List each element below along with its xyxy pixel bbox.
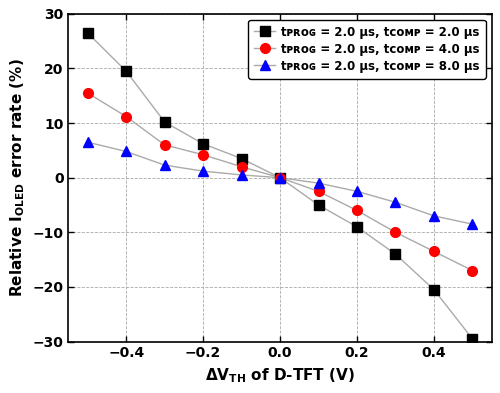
Y-axis label: Relative I$_\mathbf{OLED}$ error rate (%): Relative I$_\mathbf{OLED}$ error rate (%…: [8, 59, 27, 297]
Legend: tᴘʀᴏɢ = 2.0 μs, tᴄᴏᴍᴘ = 2.0 μs, tᴘʀᴏɢ = 2.0 μs, tᴄᴏᴍᴘ = 4.0 μs, tᴘʀᴏɢ = 2.0 μs, : tᴘʀᴏɢ = 2.0 μs, tᴄᴏᴍᴘ = 2.0 μs, tᴘʀᴏɢ = …: [248, 20, 486, 79]
X-axis label: ΔV$_\mathbf{TH}$ of D-TFT (V): ΔV$_\mathbf{TH}$ of D-TFT (V): [205, 366, 355, 385]
